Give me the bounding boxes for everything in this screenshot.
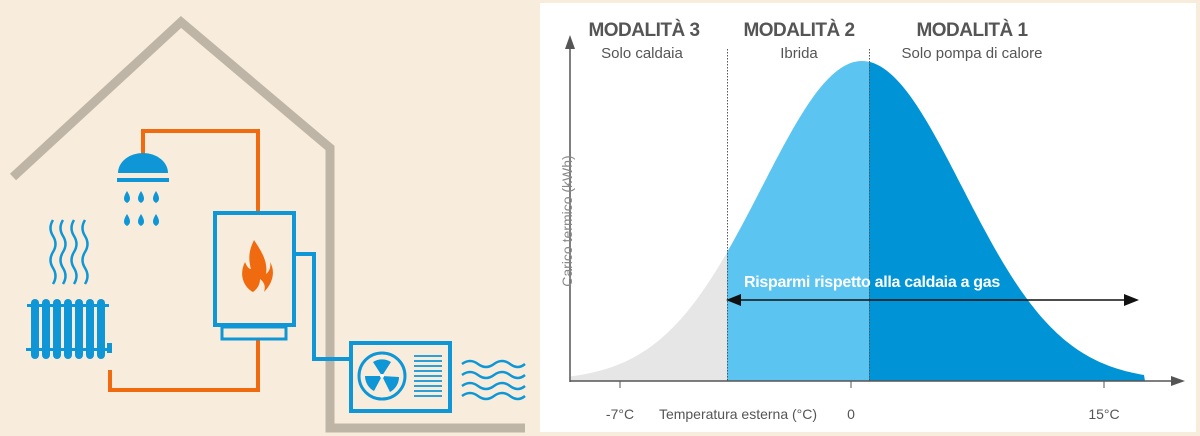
savings-arrow-right-head [1124,294,1139,306]
heat-load-chart-panel: MODALITÀ 3 Solo caldaia MODALITÀ 2 Ibrid… [540,3,1196,432]
fan-icon [357,351,407,401]
tick-label-0: 0 [847,406,855,422]
radiator-icon [26,299,112,359]
outdoor-air-waves-icon [461,359,526,401]
boiler-icon [213,211,296,341]
outdoor-unit-icon [349,341,452,413]
heat-load-chart [565,35,1185,388]
heating-system-illustration [9,15,526,433]
region-heat-pump-only [869,61,1145,381]
heat-waves-icon [49,219,89,285]
water-drops [124,191,159,226]
house-outline [9,15,525,433]
mode-1-title: MODALITÀ 1 [916,20,1028,41]
region-hybrid [727,61,869,381]
x-axis-arrow [1171,376,1185,386]
tick-label-15: 15°C [1088,406,1120,422]
mode-2-subtitle: Ibrida [780,45,818,62]
hot-water-pipe [108,129,260,392]
flame-icon [242,240,273,292]
y-axis-label: Carico termico (kWh) [559,155,575,287]
mode-2-title: MODALITÀ 2 [743,20,855,41]
mode-1-subtitle: Solo pompa di calore [901,45,1043,62]
region-boiler-only [571,252,727,381]
savings-arrow-left-head [726,294,741,306]
shower-icon [117,153,169,226]
y-axis-arrow [565,35,575,49]
heat-pump-pipe [294,252,350,361]
mode-3-title: MODALITÀ 3 [588,20,700,41]
tick-label-minus-7: -7°C [605,406,635,422]
x-axis-label: Temperatura esterna (°C) [658,406,818,422]
mode-3-subtitle: Solo caldaia [601,45,683,62]
savings-label: Risparmi rispetto alla caldaia a gas [744,274,1000,291]
